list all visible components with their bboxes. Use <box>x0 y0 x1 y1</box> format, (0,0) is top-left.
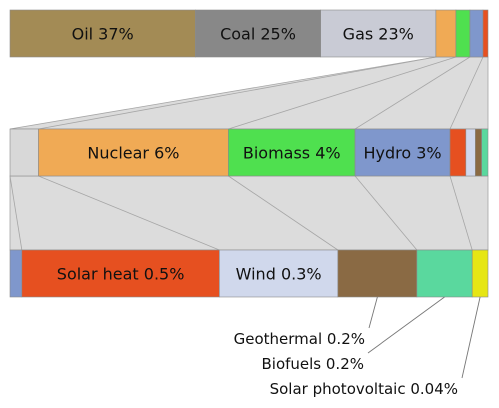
bar-segment-nuclear-6 <box>38 128 229 177</box>
bar-segment <box>469 9 484 58</box>
callout-geothermal-0-2: Geothermal 0.2% <box>234 330 365 348</box>
bar-segment <box>449 128 467 177</box>
callout-solar-photovoltaic-0-04: Solar photovoltaic 0.04% <box>270 380 458 398</box>
bar-segment-hydro-3 <box>354 128 451 177</box>
zoom-guide-line <box>9 175 23 251</box>
zoom-guide-line <box>354 56 471 130</box>
callout-line <box>461 296 481 379</box>
bar-segment <box>465 128 476 177</box>
zoom-guide-line <box>354 175 418 251</box>
bar-segment <box>481 128 489 177</box>
zoom-connector-1 <box>9 56 489 130</box>
segment-label-nuclear-6: Nuclear 6% <box>87 144 179 163</box>
segment-label-wind-0-3: Wind 0.3% <box>236 265 322 284</box>
segment-label-hydro-3: Hydro 3% <box>363 144 441 163</box>
zoom-guide-line <box>38 56 436 130</box>
segment-label-gas-23: Gas 23% <box>343 25 414 44</box>
zoom-connectors <box>9 56 489 251</box>
segment-label-coal-25: Coal 25% <box>220 25 296 44</box>
bar-segment <box>482 9 489 58</box>
bar-segment <box>416 249 473 298</box>
segment-label-oil-37: Oil 37% <box>72 25 134 44</box>
bar-segment-wind-0-3 <box>219 249 339 298</box>
bar-segment <box>455 9 471 58</box>
segment-label-solar-heat-0-5: Solar heat 0.5% <box>57 265 185 284</box>
segment-label-biomass-4: Biomass 4% <box>243 144 341 163</box>
bar-segment <box>475 128 482 177</box>
callout-labels: Geothermal 0.2% Biofuels 0.2% Solar photov… <box>234 296 481 398</box>
callout-line <box>368 296 378 329</box>
bar-segment <box>9 128 39 177</box>
bar-segment-gas-23 <box>320 9 437 58</box>
bar-segment-biomass-4 <box>228 128 356 177</box>
bar-segment <box>471 249 489 298</box>
zoom-guide-line <box>228 56 457 130</box>
zoom-connector-2 <box>9 175 489 251</box>
bar-rows <box>9 9 489 298</box>
bar-segment <box>435 9 457 58</box>
zoom-guide-line <box>228 175 339 251</box>
zoom-guide-line <box>38 175 220 251</box>
bar-segment <box>337 249 418 298</box>
zoom-guide-line <box>449 175 473 251</box>
callout-biofuels-0-2: Biofuels 0.2% <box>261 355 364 373</box>
segment-labels: Oil 37% Coal 25% Gas 23% Nuclear 6% Biomass … <box>57 25 442 284</box>
zoom-guide-line <box>449 56 484 130</box>
callout-line <box>367 296 445 354</box>
bar-segment <box>9 249 23 298</box>
